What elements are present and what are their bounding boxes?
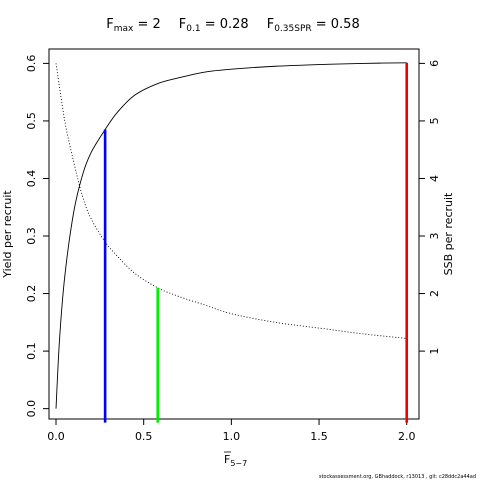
ssb-per-recruit-line bbox=[55, 63, 407, 339]
title-fmax-value: = 2 bbox=[133, 17, 160, 32]
y-axis-right-tick-label: 6 bbox=[428, 60, 441, 67]
plot-frame bbox=[48, 48, 420, 420]
title-fspr-value: = 0.58 bbox=[312, 17, 360, 32]
y-axis-right: 1 2 3 4 5 6 bbox=[419, 60, 441, 355]
y-axis-right-tick-label: 3 bbox=[428, 233, 441, 240]
y-axis-left-tick-label: 0.0 bbox=[25, 400, 38, 418]
y-axis-right-tick-label: 4 bbox=[428, 175, 441, 182]
y-axis-left-title: Yield per recruit bbox=[1, 190, 14, 279]
x-axis-tick-label: 0.5 bbox=[135, 430, 153, 443]
x-axis: 0.0 0.5 1.0 1.5 2.0 bbox=[47, 419, 415, 443]
y-axis-right-title: SSB per recruit bbox=[442, 192, 455, 275]
title-fmax-subscript: max bbox=[114, 24, 134, 34]
x-axis-tick-label: 1.0 bbox=[223, 430, 241, 443]
x-axis-tick-label: 2.0 bbox=[398, 430, 416, 443]
x-axis-title: F5−7 bbox=[224, 451, 247, 468]
x-axis-title-subscript: 5−7 bbox=[230, 459, 247, 468]
x-axis-tick-label: 0.0 bbox=[47, 430, 65, 443]
x-axis-tick-label: 1.5 bbox=[310, 430, 328, 443]
y-axis-right-tick-label: 5 bbox=[428, 117, 441, 124]
y-axis-right-tick-label: 1 bbox=[428, 348, 441, 355]
series-layer bbox=[55, 62, 407, 409]
y-axis-left-tick-label: 0.5 bbox=[25, 112, 38, 130]
footer-note: stockassessment.org, GBhaddock, r13013 ,… bbox=[319, 474, 476, 480]
title-fmax-symbol: F bbox=[106, 17, 113, 32]
y-axis-left-tick-label: 0.2 bbox=[25, 285, 38, 303]
title-fspr-subscript: 0.35SPR bbox=[274, 24, 311, 34]
y-axis-left: 0.0 0.1 0.2 0.3 0.4 0.5 0.6 bbox=[25, 55, 49, 418]
title-f01-value: = 0.28 bbox=[201, 17, 249, 32]
y-axis-left-tick-label: 0.1 bbox=[25, 342, 38, 360]
title-f01-subscript: 0.1 bbox=[186, 24, 200, 34]
reference-lines bbox=[103, 62, 409, 423]
chart-title: Fmax = 2 F0.1 = 0.28 F0.35SPR = 0.58 bbox=[106, 17, 359, 34]
y-axis-left-tick-label: 0.4 bbox=[25, 170, 38, 188]
x-axis-title-text: F5−7 bbox=[224, 453, 247, 468]
y-axis-left-tick-label: 0.6 bbox=[25, 55, 38, 73]
yield-per-recruit-line bbox=[55, 62, 407, 409]
y-axis-left-tick-label: 0.3 bbox=[25, 227, 38, 245]
title-f01-symbol: F bbox=[179, 17, 186, 32]
y-axis-right-tick-label: 2 bbox=[428, 290, 441, 297]
x-axis-title-main: F bbox=[224, 453, 230, 466]
title-fspr-symbol: F bbox=[267, 17, 274, 32]
